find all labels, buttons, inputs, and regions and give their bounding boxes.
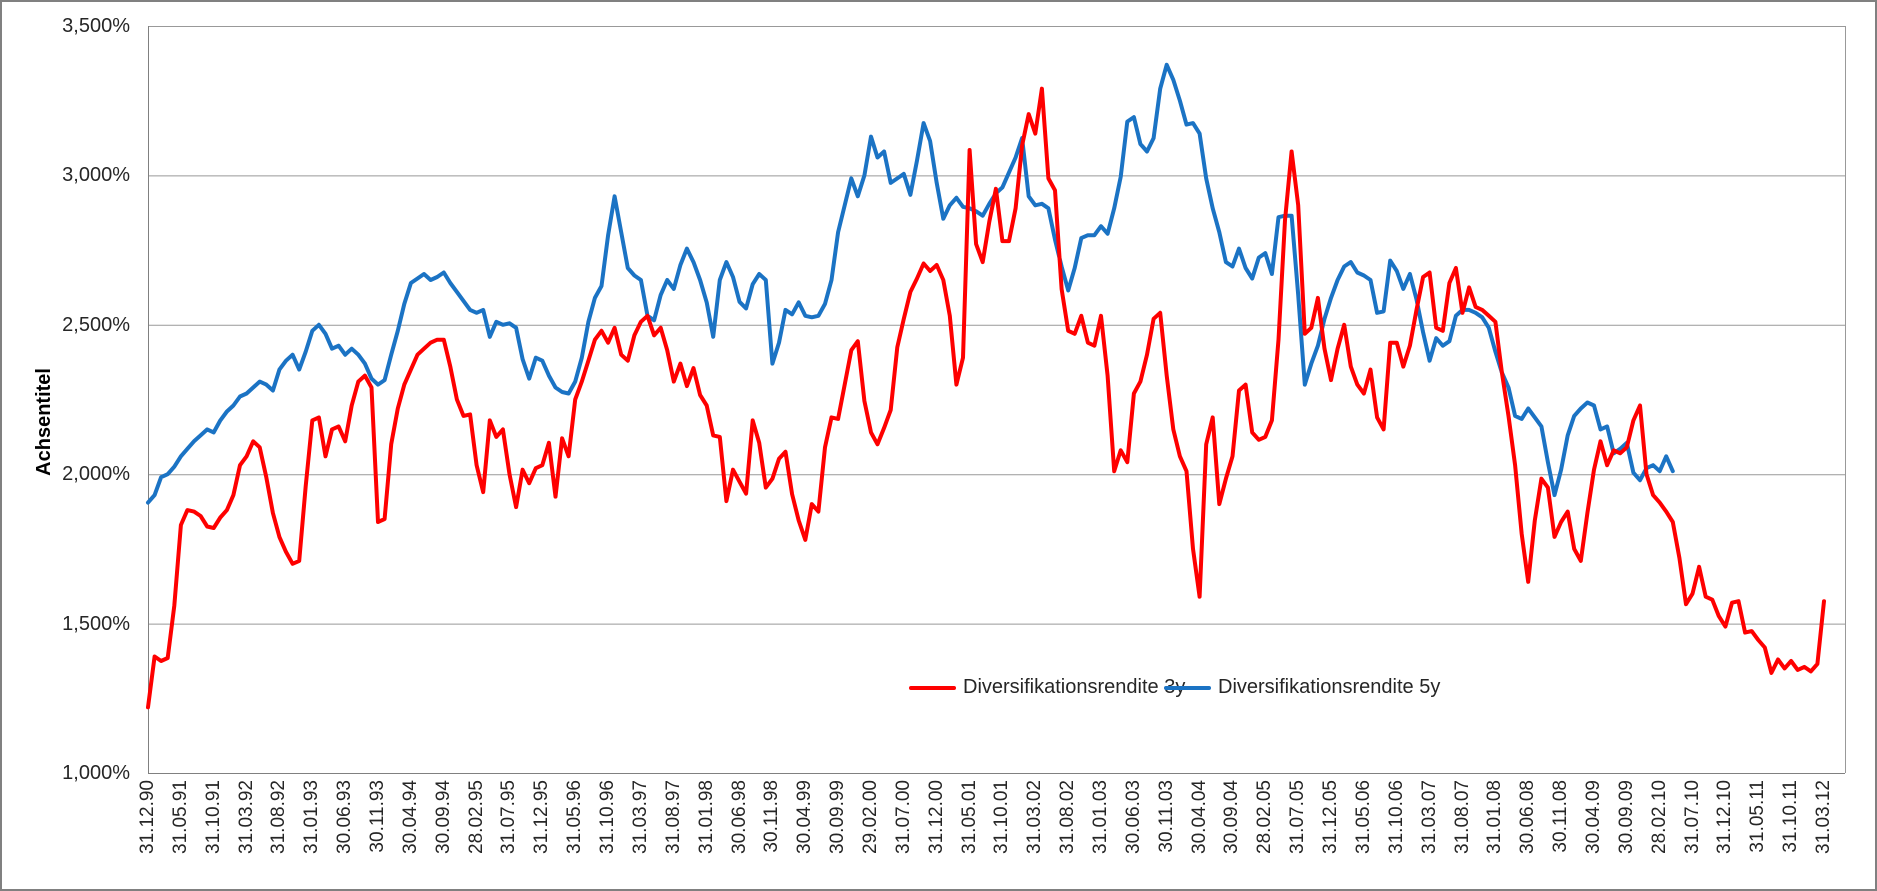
x-axis-tick-label: 30.11.08 [1550,780,1572,853]
x-axis-tick-label: 30.06.08 [1517,780,1539,854]
x-axis-tick-label: 31.07.00 [892,780,914,854]
x-axis-tick-label: 31.05.91 [169,780,191,854]
x-axis-tick-label: 31.12.10 [1714,780,1736,854]
x-axis-tick-label: 31.12.95 [531,780,553,854]
legend-line-sample-3y [909,685,956,690]
x-axis-tick-label: 31.03.97 [629,780,651,854]
legend-label-3y: Diversifikationsrendite 3y [963,676,1186,698]
x-axis-tick-label: 31.03.02 [1024,780,1046,854]
x-axis-tick-label: 31.07.05 [1287,780,1309,854]
x-axis-tick-label: 30.11.93 [367,780,389,853]
x-axis-tick-label: 30.04.09 [1582,780,1604,854]
x-axis-tick-label: 30.06.98 [728,780,750,854]
x-axis-tick-label: 31.10.11 [1780,780,1802,853]
y-axis-tick-label: 3,000% [62,164,130,187]
x-axis-tick-label: 30.09.04 [1221,780,1243,854]
x-axis-tick-label: 30.06.03 [1122,780,1144,854]
x-axis-tick-label: 31.03.12 [1812,780,1834,854]
x-axis-tick-label: 31.01.08 [1484,780,1506,854]
legend-label-5y: Diversifikationsrendite 5y [1218,676,1441,698]
series-line-Diversifikationsrendite 5y [146,62,1675,505]
y-axis-tick-label: 2,000% [62,463,130,486]
x-axis-tick-label: 31.12.00 [925,780,947,854]
y-axis-tick-label: 3,500% [62,15,130,37]
series-line-Diversifikationsrendite 3y [146,86,1826,710]
x-axis-tick-label: 30.04.94 [399,780,421,854]
x-axis-tick-label: 30.04.04 [1188,780,1210,854]
x-axis-tick-label: 31.08.07 [1451,780,1473,854]
x-axis-tick-label: 31.05.96 [564,780,586,854]
x-axis-tick-label: 30.11.98 [761,780,783,853]
x-axis-tick-label: 30.09.09 [1615,780,1637,854]
x-axis-tick-label: 31.08.92 [268,780,290,854]
x-axis-tick-label: 28.02.10 [1648,780,1670,854]
x-axis-tick-label: 31.12.90 [137,780,158,854]
x-axis-tick-label: 31.01.98 [695,780,717,854]
y-axis-tick-label: 1,000% [62,762,130,784]
x-axis-tick-label: 31.10.06 [1385,780,1407,854]
legend-line-sample-5y [1164,685,1211,690]
y-axis-title: Achsentitel [33,368,55,476]
x-axis-tick-label: 29.02.00 [859,780,881,854]
x-axis-tick-label: 31.05.01 [958,780,980,854]
x-axis-tick-label: 28.02.95 [465,780,487,854]
legend-entry-3y: Diversifikationsrendite 3y [909,676,1185,699]
x-axis-tick-label: 31.07.95 [498,780,520,854]
x-axis-tick-label: 31.03.92 [235,780,257,854]
x-axis-tick-label: 31.03.07 [1418,780,1440,854]
x-axis-tick-label: 31.01.03 [1090,780,1111,854]
x-axis-tick-label: 31.05.06 [1352,780,1374,854]
x-axis-tick-label: 31.10.91 [202,780,224,854]
y-axis-tick-label: 1,500% [62,612,130,635]
x-axis-tick-label: 31.08.97 [662,780,684,854]
x-axis-tick-label: 31.10.96 [597,780,619,854]
x-axis-tick-label: 31.08.02 [1057,780,1079,854]
x-axis-tick-label: 30.11.03 [1155,780,1177,853]
x-axis-tick-label: 31.10.01 [991,780,1013,854]
legend-entry-5y: Diversifikationsrendite 5y [1164,676,1440,699]
x-axis-tick-label: 28.02.05 [1254,780,1276,854]
x-axis-tick-label: 31.12.05 [1320,780,1342,854]
x-axis-tick-label: 30.09.99 [827,780,849,854]
x-axis-tick-label: 30.04.99 [794,780,816,854]
x-axis-tick-label: 31.07.10 [1681,780,1703,854]
y-axis-tick-label: 2,500% [62,313,130,336]
x-axis-tick-label: 31.05.11 [1747,780,1769,853]
x-axis-tick-label: 30.06.93 [334,780,356,854]
x-axis-tick-label: 31.01.93 [301,780,323,854]
x-axis-tick-label: 30.09.94 [432,780,454,854]
